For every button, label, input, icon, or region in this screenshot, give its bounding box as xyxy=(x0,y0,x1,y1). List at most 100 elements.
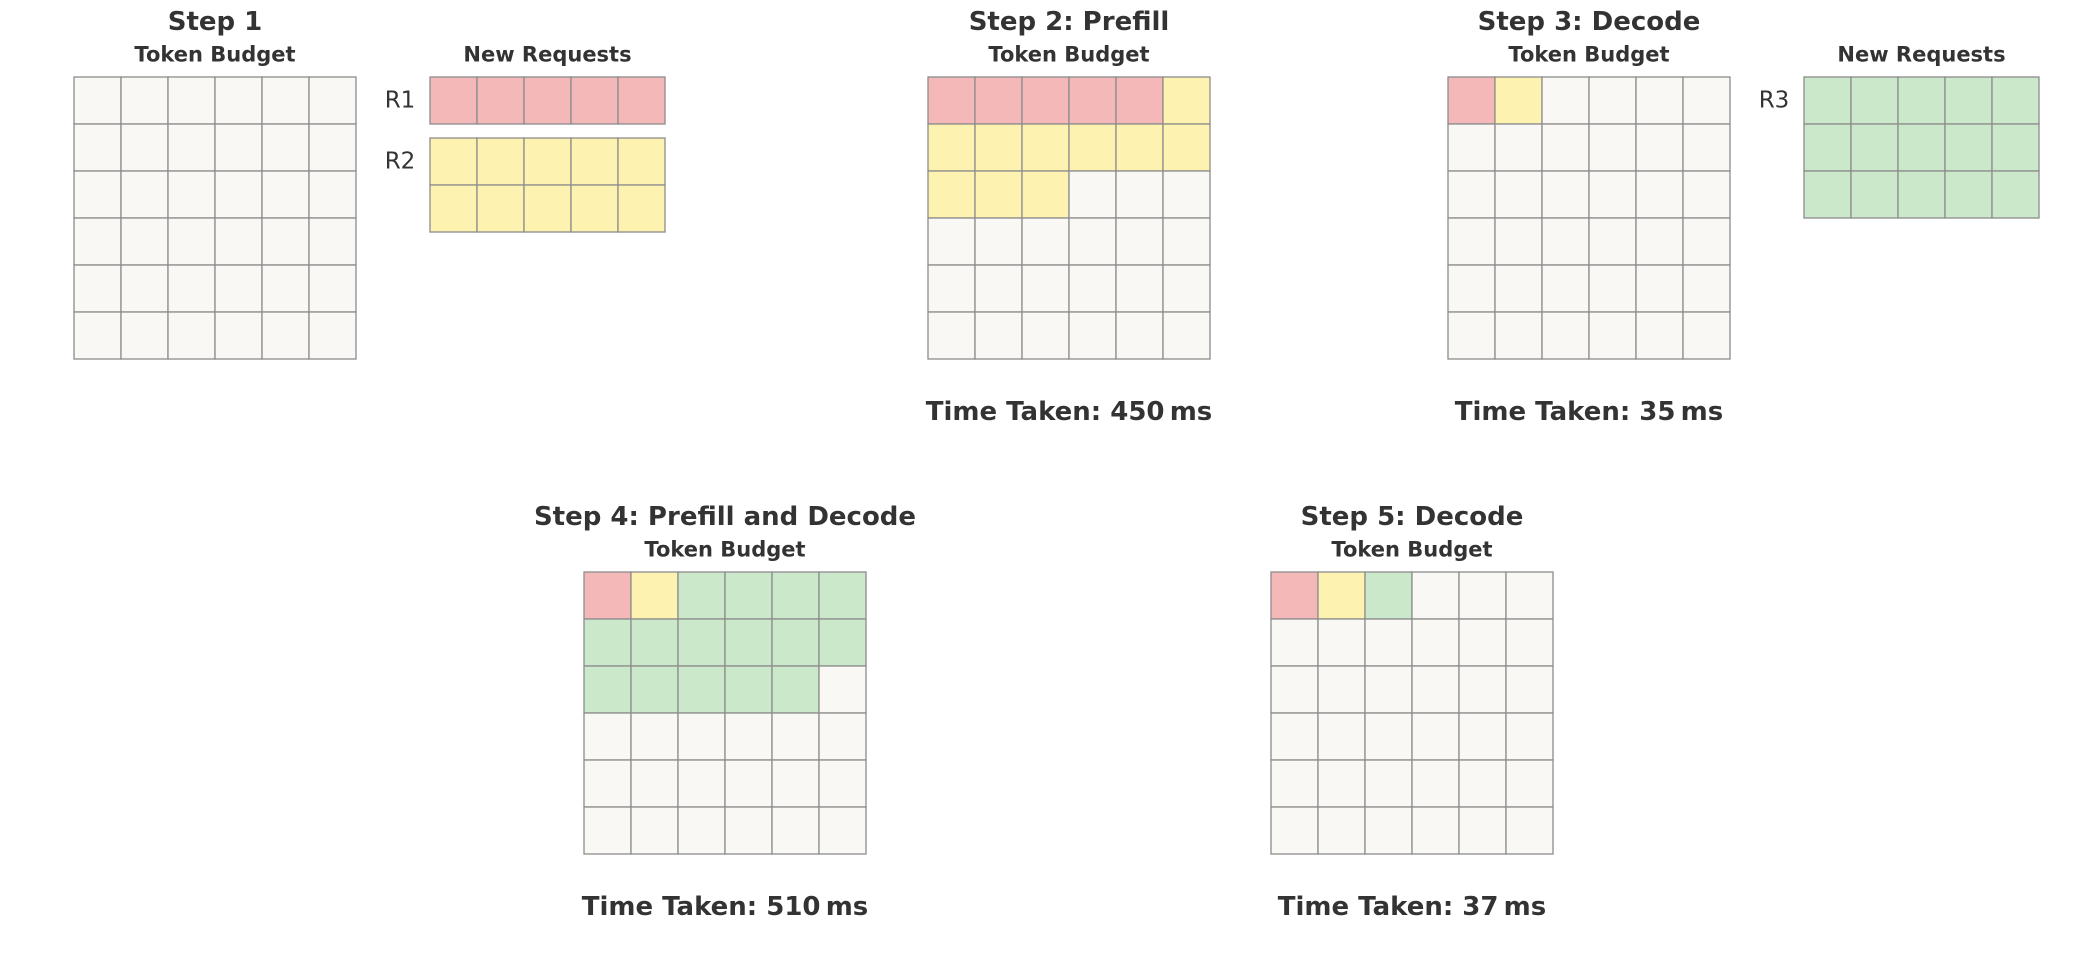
budget-cell-empty xyxy=(1541,264,1590,313)
budget-cell-empty xyxy=(1541,217,1590,266)
token-budget-grid xyxy=(1270,571,1554,855)
budget-cell-empty xyxy=(1021,264,1070,313)
budget-cell-empty xyxy=(1115,264,1164,313)
request-cell-r2 xyxy=(429,184,478,233)
budget-cell-empty xyxy=(818,665,867,714)
budget-cell-r3 xyxy=(771,571,820,620)
budget-cell-r2 xyxy=(1494,76,1543,125)
budget-cell-empty xyxy=(1447,264,1496,313)
budget-cell-empty xyxy=(1505,712,1554,761)
budget-cell-empty xyxy=(630,806,679,855)
budget-cell-r3 xyxy=(724,665,773,714)
request-cell-r3 xyxy=(1850,76,1899,125)
request-cell-r2 xyxy=(617,137,666,186)
budget-cell-empty xyxy=(724,712,773,761)
budget-cell-empty xyxy=(1458,806,1507,855)
request-cell-r3 xyxy=(1991,170,2040,219)
request-cell-r2 xyxy=(523,137,572,186)
budget-cell-empty xyxy=(214,76,263,125)
budget-cell-empty xyxy=(1270,806,1319,855)
budget-cell-empty xyxy=(1505,618,1554,667)
budget-cell-empty xyxy=(73,170,122,219)
budget-cell-empty xyxy=(974,264,1023,313)
request-cell-r2 xyxy=(476,137,525,186)
budget-cell-empty xyxy=(1068,217,1117,266)
request-cell-r3 xyxy=(1803,170,1852,219)
budget-cell-empty xyxy=(1494,311,1543,360)
time-taken-label: Time Taken: 37 ms xyxy=(1277,892,1547,922)
request-cell-r1 xyxy=(570,76,619,125)
budget-cell-r3 xyxy=(583,618,632,667)
request-cell-r2 xyxy=(570,184,619,233)
budget-cell-empty xyxy=(1505,759,1554,808)
budget-cell-r2 xyxy=(1317,571,1366,620)
budget-cell-empty xyxy=(1317,618,1366,667)
budget-cell-empty xyxy=(1505,571,1554,620)
budget-cell-r3 xyxy=(771,665,820,714)
budget-cell-empty xyxy=(1364,665,1413,714)
budget-cell-empty xyxy=(1682,311,1731,360)
budget-cell-empty xyxy=(1162,264,1211,313)
new-requests-title: New Requests xyxy=(1837,42,2006,67)
budget-cell-empty xyxy=(1317,665,1366,714)
budget-cell-empty xyxy=(1411,618,1460,667)
budget-cell-empty xyxy=(308,217,357,266)
budget-cell-r3 xyxy=(724,571,773,620)
budget-cell-empty xyxy=(308,264,357,313)
budget-cell-empty xyxy=(1162,170,1211,219)
budget-cell-empty xyxy=(1588,217,1637,266)
budget-cell-empty xyxy=(1458,665,1507,714)
budget-cell-empty xyxy=(1588,264,1637,313)
request-block-r3 xyxy=(1803,76,2040,219)
budget-cell-r3 xyxy=(630,665,679,714)
budget-cell-empty xyxy=(1411,806,1460,855)
request-cell-r2 xyxy=(476,184,525,233)
budget-cell-empty xyxy=(1635,123,1684,172)
budget-cell-empty xyxy=(1115,311,1164,360)
token-budget-title: Token Budget xyxy=(644,537,806,562)
budget-cell-r1 xyxy=(1068,76,1117,125)
budget-cell-empty xyxy=(1317,759,1366,808)
budget-cell-r3 xyxy=(818,571,867,620)
budget-cell-empty xyxy=(308,123,357,172)
budget-cell-empty xyxy=(1541,76,1590,125)
budget-cell-empty xyxy=(1068,311,1117,360)
budget-cell-empty xyxy=(1068,170,1117,219)
request-cell-r1 xyxy=(476,76,525,125)
request-cell-r3 xyxy=(1944,76,1993,125)
budget-cell-empty xyxy=(724,759,773,808)
time-taken-label: Time Taken: 450 ms xyxy=(925,397,1213,427)
request-label-r1: R1 xyxy=(384,87,416,113)
budget-cell-empty xyxy=(1541,311,1590,360)
budget-cell-empty xyxy=(1682,217,1731,266)
request-label-r2: R2 xyxy=(384,148,416,174)
budget-cell-empty xyxy=(120,170,169,219)
budget-cell-empty xyxy=(261,264,310,313)
request-label-r3: R3 xyxy=(1758,87,1790,113)
budget-cell-r3 xyxy=(583,665,632,714)
budget-cell-empty xyxy=(1021,217,1070,266)
token-budget-title: Token Budget xyxy=(1508,42,1670,67)
budget-cell-empty xyxy=(1162,311,1211,360)
budget-cell-empty xyxy=(308,311,357,360)
budget-cell-r2 xyxy=(1162,123,1211,172)
step-title: Step 1 xyxy=(167,7,263,37)
budget-cell-empty xyxy=(1270,665,1319,714)
budget-cell-empty xyxy=(1635,217,1684,266)
new-requests-title: New Requests xyxy=(463,42,632,67)
budget-cell-empty xyxy=(1635,311,1684,360)
budget-cell-r1 xyxy=(1270,571,1319,620)
token-budget-title: Token Budget xyxy=(134,42,296,67)
budget-cell-r3 xyxy=(771,618,820,667)
request-cell-r3 xyxy=(1944,123,1993,172)
budget-cell-empty xyxy=(120,217,169,266)
budget-cell-empty xyxy=(724,806,773,855)
time-taken-label: Time Taken: 35 ms xyxy=(1454,397,1724,427)
budget-cell-empty xyxy=(1447,311,1496,360)
budget-cell-empty xyxy=(818,759,867,808)
budget-cell-empty xyxy=(214,311,263,360)
request-cell-r3 xyxy=(1991,123,2040,172)
budget-cell-empty xyxy=(1494,217,1543,266)
budget-cell-empty xyxy=(1411,665,1460,714)
